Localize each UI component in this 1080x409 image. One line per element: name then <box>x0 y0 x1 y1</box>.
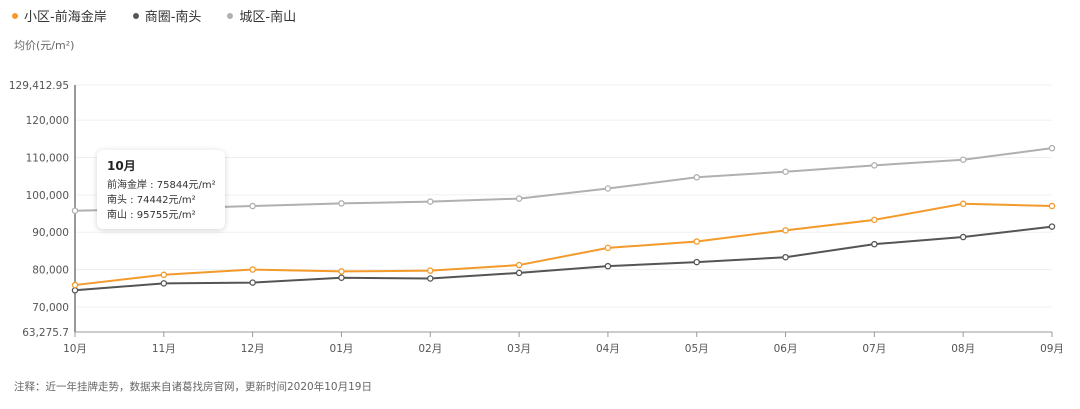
data-point <box>782 253 789 261</box>
tooltip-title: 10月 <box>107 159 136 173</box>
data-point <box>782 168 789 175</box>
data-point <box>871 162 878 169</box>
data-point <box>338 268 345 275</box>
data-point <box>160 271 168 279</box>
y-tick-label: 90,000 <box>32 227 69 239</box>
y-tick-label: 100,000 <box>26 190 69 202</box>
x-tick-label: 04月 <box>596 343 620 355</box>
series-line-0 <box>74 202 1053 287</box>
data-point <box>427 275 434 282</box>
tooltip-row-nantou: 南头 : 74442元/m² <box>107 195 196 206</box>
x-tick-label: 10月 <box>63 343 87 355</box>
x-tick-label: 02月 <box>418 343 442 355</box>
legend-label-qianhai: 小区-前海金岸 <box>24 10 107 25</box>
series-line-1 <box>74 225 1053 292</box>
data-point <box>693 238 700 245</box>
legend-marker-qianhai <box>12 12 18 19</box>
x-tick-label: 11月 <box>152 343 176 355</box>
data-point <box>782 227 789 234</box>
y-tick-label: 80,000 <box>32 265 69 277</box>
y-tick-label: 70,000 <box>32 302 69 314</box>
y-tick-label: 129,412.95 <box>9 80 69 92</box>
legend-item-nanshan[interactable]: 城区-南山 <box>227 6 296 25</box>
data-point <box>1048 202 1056 210</box>
tooltip: 10月 前海金岸 : 75844元/m² 南头 : 74442元/m² 南山 :… <box>97 150 225 229</box>
x-tick-label: 05月 <box>685 343 709 355</box>
data-point <box>604 262 612 270</box>
x-tick-label: 06月 <box>774 343 798 355</box>
y-tick-label: 120,000 <box>26 115 69 127</box>
data-point <box>71 281 79 289</box>
tooltip-row-qianhai: 前海金岸 : 75844元/m² <box>107 180 216 191</box>
legend-label-nanshan: 城区-南山 <box>239 10 297 25</box>
data-point <box>515 195 523 202</box>
x-tick-label: 03月 <box>507 343 531 355</box>
data-point <box>604 244 612 252</box>
y-axis-unit-label: 均价(元/m²) <box>14 39 75 52</box>
data-point <box>959 200 967 208</box>
data-point <box>71 207 79 214</box>
legend-item-nantou[interactable]: 商圈-南头 <box>132 6 202 25</box>
data-point <box>515 261 523 269</box>
legend-marker-nantou <box>132 12 139 19</box>
data-point <box>959 233 967 241</box>
y-tick-label: 63,275.7 <box>22 327 69 339</box>
x-tick-label: 07月 <box>862 343 886 355</box>
chart-legend: 小区-前海金岸 商圈-南头 城区-南山 <box>12 6 296 25</box>
data-point <box>338 200 345 207</box>
data-point <box>1048 144 1056 152</box>
data-point <box>515 269 523 277</box>
data-point <box>71 287 79 294</box>
legend-item-qianhai[interactable]: 小区-前海金岸 <box>12 6 107 25</box>
x-tick-label: 01月 <box>330 343 354 355</box>
y-tick-label: 110,000 <box>26 153 69 165</box>
data-point <box>693 174 700 181</box>
data-point <box>249 202 256 210</box>
legend-label-nantou: 商圈-南头 <box>144 10 202 25</box>
data-point <box>338 274 345 282</box>
footnote: 注释：近一年挂牌走势，数据来自诸葛找房官网，更新时间2020年10月19日 <box>14 381 372 393</box>
data-point <box>249 279 256 286</box>
data-point <box>871 240 878 248</box>
legend-marker-nanshan <box>227 12 234 19</box>
data-point <box>249 266 256 273</box>
data-point <box>871 216 878 224</box>
data-point <box>160 280 168 287</box>
x-tick-label: 12月 <box>241 343 265 355</box>
data-point <box>693 258 700 266</box>
tooltip-row-nanshan: 南山 : 95755元/m² <box>107 210 196 221</box>
x-tick-label: 08月 <box>951 343 975 355</box>
data-point <box>427 198 434 205</box>
series-line-2 <box>74 147 1053 212</box>
data-point <box>1048 223 1056 230</box>
data-point <box>959 156 967 163</box>
data-point <box>427 267 434 274</box>
data-point <box>604 185 612 192</box>
x-tick-label: 09月 <box>1040 343 1064 355</box>
